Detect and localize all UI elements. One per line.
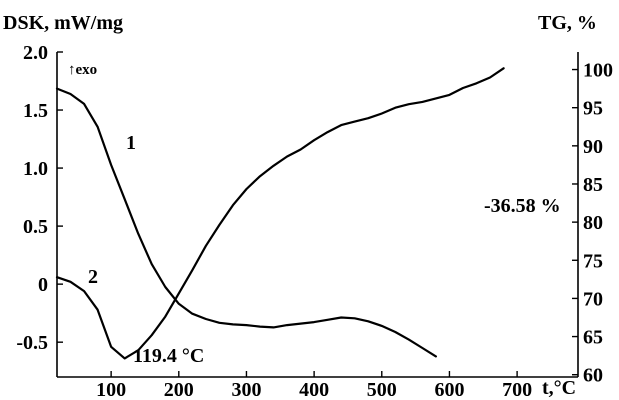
x-tick-label: 100 <box>96 379 126 400</box>
x-tick-label: 500 <box>367 379 397 400</box>
x-tick-label: 200 <box>164 379 194 400</box>
right-axis-title: TG, % <box>538 12 597 34</box>
left-tick-label: 1.5 <box>23 100 48 122</box>
right-tick-label: 75 <box>583 250 603 272</box>
x-tick-label: 400 <box>299 379 329 400</box>
peak-temperature-label: 119.4 °C <box>133 345 204 367</box>
series-2-label: 2 <box>88 266 98 288</box>
series-1-label: 1 <box>126 132 136 154</box>
axes <box>56 52 579 378</box>
right-tick-label: 100 <box>583 60 613 82</box>
x-tick-label: 600 <box>434 379 464 400</box>
x-axis-title: t,°C <box>542 377 576 399</box>
left-tick-label: 0 <box>38 274 48 296</box>
ticks: 100 200 300 400 500 600 700 2.0 1.5 1.0 0.5 0 -0.5 10… <box>16 42 613 400</box>
right-tick-label: 85 <box>583 174 603 196</box>
right-tick-label: 60 <box>583 365 603 387</box>
left-tick-label: 1.0 <box>23 158 48 180</box>
right-tick-label: 65 <box>583 327 603 349</box>
left-tick-label: -0.5 <box>16 332 48 354</box>
right-tick-label: 90 <box>583 136 603 158</box>
x-tick-label: 700 <box>502 379 532 400</box>
exo-annotation: ↑exo <box>68 62 97 78</box>
mass-loss-label: -36.58 % <box>484 195 561 217</box>
series-2-curve <box>55 67 505 360</box>
left-tick-label: 2.0 <box>23 42 48 64</box>
left-axis-title: DSK, mW/mg <box>3 12 123 34</box>
x-tick-label: 300 <box>231 379 261 400</box>
series-1-curve <box>55 87 437 358</box>
curves <box>55 67 505 360</box>
labels: DSK, mW/mg TG, % t,°C ↑exo 119.4 °C -36.… <box>3 12 597 399</box>
right-tick-label: 80 <box>583 212 603 234</box>
left-tick-label: 0.5 <box>23 216 48 238</box>
right-tick-label: 70 <box>583 288 603 310</box>
right-tick-label: 95 <box>583 98 603 120</box>
